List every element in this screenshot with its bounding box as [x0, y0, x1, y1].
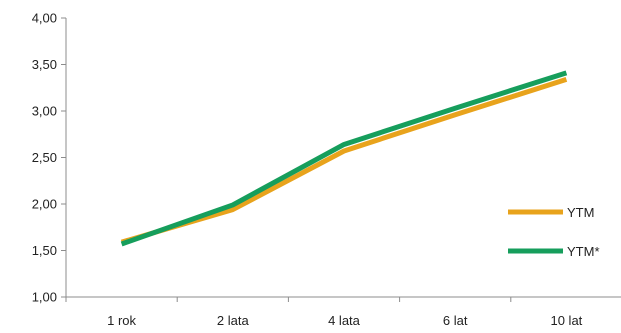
x-tick-label: 2 lata: [217, 313, 250, 328]
y-tick-label: 2,50: [32, 150, 57, 165]
legend-label: YTM*: [567, 244, 600, 259]
x-tick-label: 1 rok: [107, 313, 136, 328]
y-tick-label: 1,50: [32, 243, 57, 258]
y-tick-label: 1,00: [32, 290, 57, 305]
x-tick-label: 6 lat: [443, 313, 468, 328]
x-tick-label: 10 lat: [550, 313, 582, 328]
y-tick-label: 3,00: [32, 104, 57, 119]
y-tick-label: 4,00: [32, 11, 57, 26]
series-line-ytm: [120, 76, 568, 245]
x-tick-label: 4 lata: [328, 313, 361, 328]
legend-label: YTM: [567, 205, 594, 220]
y-tick-label: 3,50: [32, 57, 57, 72]
y-tick-label: 2,00: [32, 197, 57, 212]
